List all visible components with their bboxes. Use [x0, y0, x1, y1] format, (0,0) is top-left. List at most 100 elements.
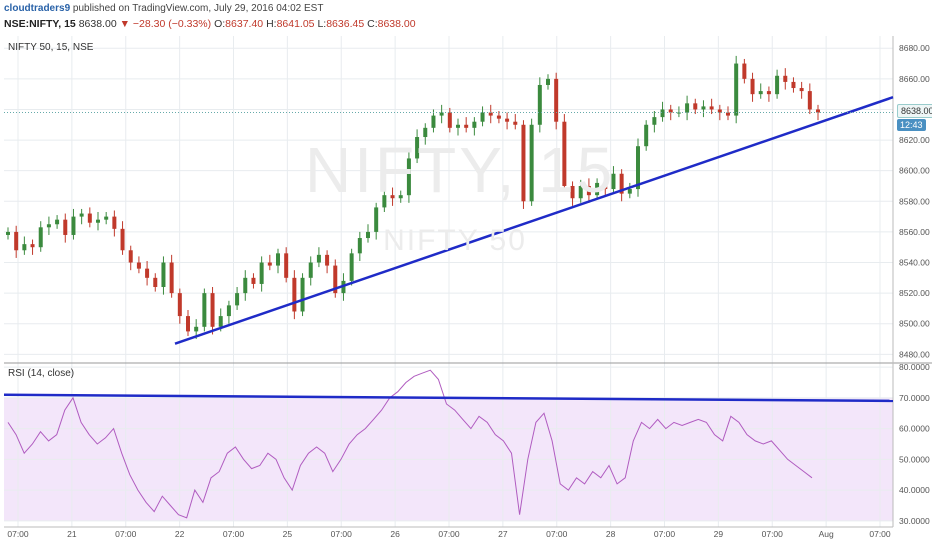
candle [709, 106, 714, 110]
candle [595, 182, 600, 196]
candle [562, 121, 567, 186]
candle [488, 112, 493, 116]
rsi-tick-label: 30.0000 [899, 516, 930, 526]
price-tick-label: 8580.00 [899, 196, 930, 206]
rsi-tick-label: 60.0000 [899, 424, 930, 434]
candle [333, 265, 338, 294]
candle [505, 118, 510, 122]
open-label: O: [214, 18, 226, 30]
price-tick-label: 8560.00 [899, 227, 930, 237]
rsi-tick-label: 50.0000 [899, 454, 930, 464]
open-value: 8637.40 [225, 18, 264, 30]
candle [235, 293, 240, 306]
candle [186, 316, 190, 332]
candle [660, 109, 665, 118]
candle [816, 109, 820, 113]
candle [456, 124, 460, 128]
candle [668, 109, 673, 113]
price-tick-label: 8600.00 [899, 166, 930, 176]
time-tick-label: 29 [714, 529, 724, 539]
candle [627, 189, 632, 194]
publish-info: cloudtraders9 published on TradingView.c… [4, 3, 323, 17]
close-label: C: [367, 18, 378, 30]
price-tick-label: 8540.00 [899, 258, 930, 268]
candle [717, 109, 722, 113]
symbol-label: NSE:NIFTY, 15 [4, 18, 76, 30]
rsi-tick-label: 70.0000 [899, 393, 930, 403]
candle [112, 216, 117, 229]
time-tick-label: 07:00 [438, 529, 460, 539]
candle [153, 277, 158, 288]
candle [537, 84, 542, 125]
candle [120, 228, 125, 251]
candle [546, 78, 550, 85]
candle [366, 231, 370, 239]
candle [55, 219, 60, 225]
candle [22, 244, 27, 251]
time-tick-label: 07:00 [331, 529, 353, 539]
time-tick-label: 27 [498, 529, 508, 539]
candle [791, 81, 796, 89]
candle [210, 293, 215, 327]
candle [783, 75, 788, 82]
last-price: 8638.00 [78, 18, 117, 30]
candle [63, 219, 68, 235]
price-pane-title: NIFTY 50, 15, NSE [8, 42, 94, 53]
candle [758, 91, 763, 95]
candle [316, 254, 321, 263]
candle [652, 117, 657, 125]
high-value: 8641.05 [276, 18, 315, 30]
candle [431, 115, 436, 128]
candle [169, 262, 174, 294]
price-tick-label: 8520.00 [899, 288, 930, 298]
candle [194, 326, 199, 332]
time-tick-label: 07:00 [115, 529, 137, 539]
time-tick-label: 07:00 [762, 529, 784, 539]
rsi-tick-label: 40.0000 [899, 485, 930, 495]
candle [464, 124, 469, 128]
candle [472, 121, 477, 128]
candle [38, 227, 43, 248]
candle [423, 127, 428, 138]
candle [104, 216, 109, 220]
candle [644, 124, 649, 147]
rsi-series-line [7, 369, 813, 519]
candle [177, 293, 182, 317]
candle [30, 244, 35, 248]
price-tick-label: 8680.00 [899, 43, 930, 53]
candle [480, 112, 485, 122]
candle [693, 103, 698, 110]
bar-timer-tag: 12:43 [897, 119, 926, 131]
candle [701, 106, 706, 110]
candle [46, 224, 51, 228]
rsi-trendline [3, 393, 894, 403]
ohlc-legend: NSE:NIFTY, 15 8638.00 ▼ −28.30 (−0.33%) … [4, 18, 416, 32]
candle [128, 250, 133, 263]
candle [554, 78, 559, 122]
candle [578, 185, 583, 199]
candle [799, 88, 804, 92]
candle [96, 219, 100, 223]
candle [71, 216, 76, 235]
candle [406, 158, 411, 196]
publisher-username[interactable]: cloudtraders9 [4, 3, 71, 14]
time-tick-label: 21 [67, 529, 77, 539]
candle [251, 277, 256, 284]
time-tick-label: 07:00 [869, 529, 891, 539]
candle [267, 262, 272, 266]
candle [276, 253, 280, 266]
candle [750, 78, 755, 95]
candle [308, 262, 313, 278]
candle [357, 238, 362, 254]
close-value: 8638.00 [377, 18, 416, 30]
candle [382, 195, 387, 208]
candle [685, 103, 690, 113]
candle [79, 213, 84, 217]
candle [586, 185, 591, 196]
candle [513, 121, 518, 125]
low-label: L: [317, 18, 327, 30]
candle [349, 253, 354, 281]
candle [6, 231, 10, 235]
candle [439, 112, 444, 116]
